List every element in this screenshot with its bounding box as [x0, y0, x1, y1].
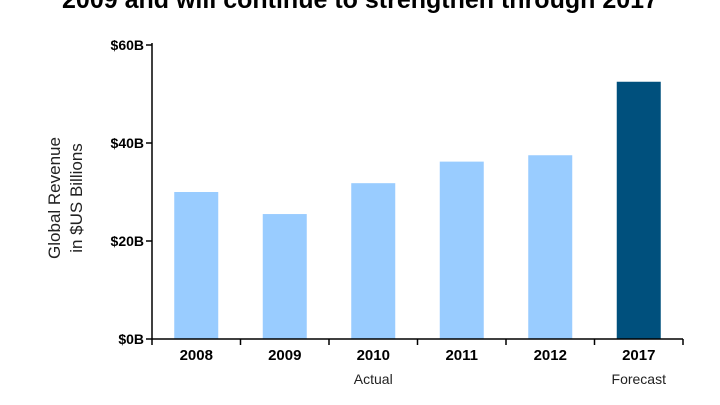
x-tick-label: 2017	[622, 347, 655, 364]
bar-2011	[439, 161, 484, 339]
x-tick-label: 2010	[357, 347, 390, 364]
bar-2009	[262, 214, 307, 339]
x-tick-label: 2012	[534, 347, 567, 364]
y-tick-label: $60B	[111, 37, 144, 53]
chart-title: 2009 and will continue to strengthen thr…	[62, 0, 658, 14]
group-label: Forecast	[612, 371, 667, 387]
bar-2008	[174, 192, 219, 339]
bar-2017	[616, 81, 661, 339]
y-tick-label: $20B	[111, 233, 144, 249]
bar-2010	[351, 183, 396, 339]
x-tick-label: 2011	[445, 347, 478, 364]
x-tick-label: 2008	[180, 347, 213, 364]
group-label: Actual	[354, 371, 393, 387]
bar-2012	[528, 155, 573, 339]
x-tick-label: 2009	[268, 347, 301, 364]
y-tick-label: $0B	[118, 331, 144, 347]
y-tick-label: $40B	[111, 135, 144, 151]
